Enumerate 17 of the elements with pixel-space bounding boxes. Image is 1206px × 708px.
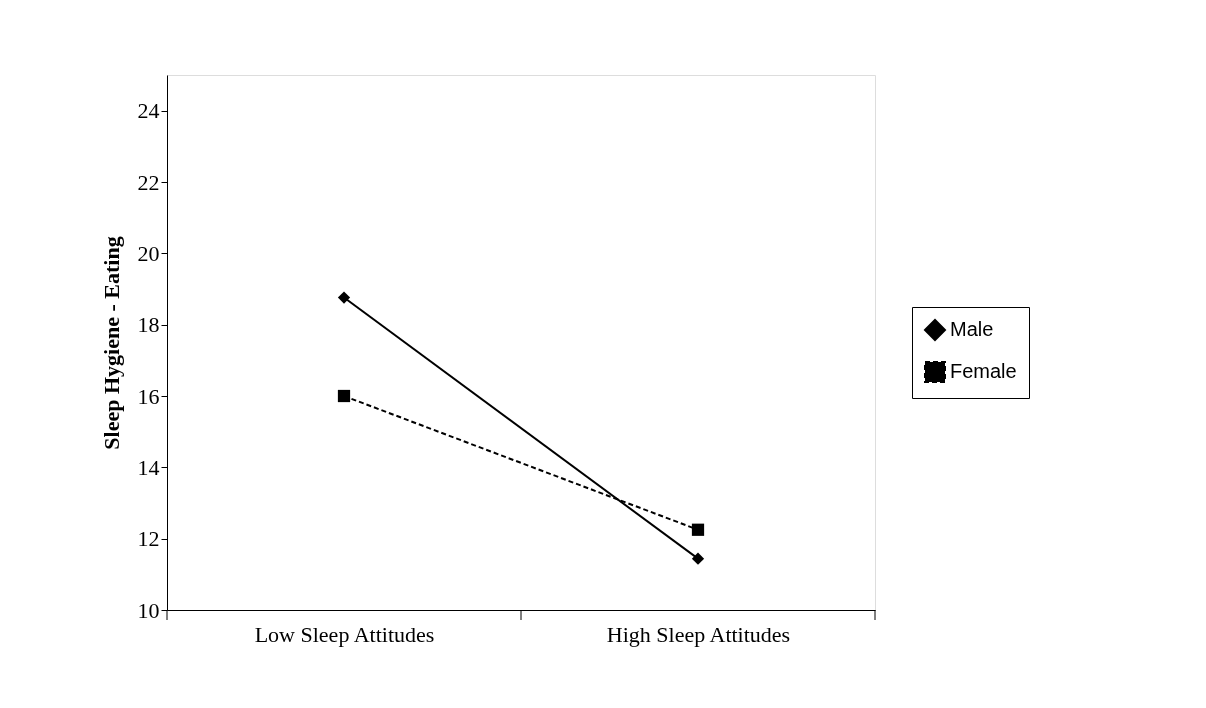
y-tick-label: 22 [137, 169, 160, 195]
legend-label: Male [950, 318, 994, 340]
y-tick-label: 24 [137, 98, 160, 124]
point [691, 552, 705, 565]
x-tick-label: Low Sleep Attitudes [254, 621, 435, 647]
point [337, 389, 351, 403]
y-tick-label: 12 [137, 526, 160, 552]
point [337, 291, 351, 304]
y-tick-label: 14 [137, 454, 160, 480]
y-tick-label: 20 [137, 240, 160, 266]
y-tick-label: 10 [137, 597, 160, 623]
legend-label: Female [950, 360, 1017, 382]
y-axis-title: Sleep Hygiene - Eating [98, 236, 124, 450]
point [691, 523, 705, 536]
y-tick-label: 16 [137, 383, 160, 409]
y-tick-label: 18 [137, 312, 160, 338]
x-tick-label: High Sleep Attitudes [606, 621, 791, 647]
